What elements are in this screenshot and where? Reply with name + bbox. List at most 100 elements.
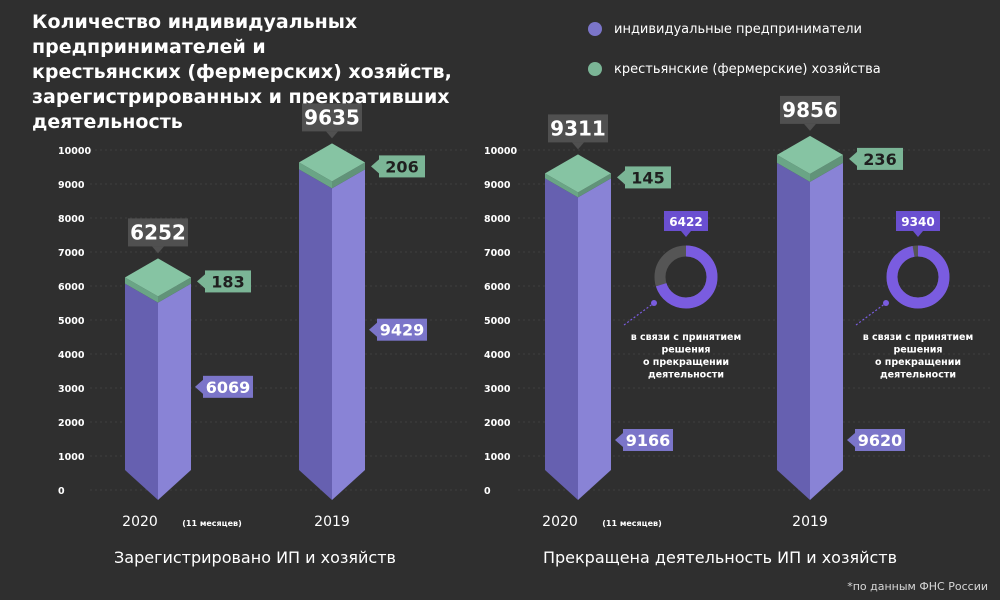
bar-kfh-right-face [332,162,365,189]
donut-caption: о прекращении [643,357,729,368]
y-tick-label: 2000 [484,418,511,429]
title-line: Количество индивидуальных предпринимател… [32,11,358,58]
total-label-box [780,95,840,124]
total-label: 9311 [550,116,606,140]
y-tick-label: 10000 [58,146,91,157]
legend-label: индивидуальные предприниматели [614,21,862,37]
kfh-tag-pointer [617,170,625,185]
total-label-pointer [572,142,584,150]
y-tick-label: 3000 [484,384,511,395]
bar-ip-left-face [299,169,332,500]
x-tick-sublabel: (11 месяцев) [602,519,662,528]
y-tick-label: 7000 [58,248,85,259]
ip-value-label: 6069 [206,378,251,397]
total-label-box [128,218,188,247]
y-tick-label: 9000 [58,180,85,191]
total-label-pointer [152,246,164,254]
donut-value-box [664,211,708,231]
y-tick-label: 10000 [484,146,517,157]
chart-legend: индивидуальные предприниматели крестьянс… [588,18,881,98]
x-tick-label: 2020 [122,514,158,530]
total-label-pointer [326,131,338,139]
bar-kfh-left-face [125,277,158,303]
donut-caption: в связи с принятием [863,332,974,343]
y-tick-label: 0 [484,486,491,497]
ip-tag-box [203,375,253,398]
total-label-box [302,103,362,132]
y-tick-label: 9000 [484,180,511,191]
y-tick-label: 1000 [484,452,511,463]
x-tick-label: 2019 [792,514,828,530]
y-tick-label: 8000 [58,214,85,225]
legend-item-entrepreneurs: индивидуальные предприниматели [588,18,881,40]
ip-tag-box [855,429,905,451]
total-label-pointer [804,123,816,131]
bar-ip-left-face [777,162,810,501]
x-tick-label: 2020 [542,514,578,530]
donut-leader-dot [883,300,889,306]
donut-caption: деятельности [880,370,956,381]
bar-top-face [545,154,611,193]
ip-tag-pointer [195,379,203,394]
bar-kfh-right-face [158,277,191,303]
bar-kfh-left-face [299,162,332,189]
y-tick-label: 4000 [58,350,85,361]
y-tick-label: 6000 [484,282,511,293]
y-tick-label: 6000 [58,282,85,293]
ip-tag-box [377,318,427,341]
donut-caption: деятельности [648,370,724,381]
y-tick-label: 7000 [484,248,511,259]
donut-value-pointer [681,231,691,237]
bar-ip-right-face [578,178,611,500]
ip-value-label: 9166 [626,431,671,450]
total-label-box [548,114,608,143]
legend-swatch [588,22,602,36]
y-tick-label: 3000 [58,384,85,395]
donut-leader-line [623,302,655,326]
title-line: крестьянских (фермерских) хозяйств, [32,61,452,83]
donut-caption: решения [661,345,710,356]
ip-value-label: 9429 [380,321,425,340]
kfh-tag-pointer [197,274,205,289]
bar-kfh-right-face [578,173,611,198]
legend-item-farms: крестьянские (фермерские) хозяйства [588,58,881,80]
kfh-tag-box [625,166,671,189]
bar-top-face [125,258,191,297]
y-tick-label: 1000 [58,452,85,463]
bar-ip-right-face [332,169,365,500]
y-tick-label: 8000 [484,214,511,225]
donut-leader-dot [651,300,657,306]
bar-kfh-right-face [810,154,843,182]
donut-value-pointer [913,231,923,237]
legend-swatch [588,62,602,76]
panel-title: Зарегистрировано ИП и хозяйств [114,548,396,567]
kfh-value-label: 145 [631,168,664,187]
ip-value-label: 9620 [858,431,903,450]
donut-value-box [896,211,940,231]
y-tick-label: 2000 [58,418,85,429]
total-label: 9856 [782,98,838,122]
bar-kfh-left-face [777,154,810,182]
legend-label: крестьянские (фермерские) хозяйства [614,61,881,77]
ip-tag-pointer [615,433,623,447]
bar-kfh-left-face [545,173,578,198]
donut-value-label: 9340 [901,215,934,229]
donut-leader-line [855,302,887,326]
y-tick-label: 5000 [58,316,85,327]
donut-arc [654,245,718,309]
total-label: 9635 [304,105,360,129]
donut-caption: решения [893,345,942,356]
ip-tag-pointer [847,433,855,447]
kfh-value-label: 236 [863,150,896,169]
kfh-tag-box [379,155,425,178]
ip-tag-pointer [369,322,377,337]
bar-top-face [777,135,843,174]
panel-title: Прекращена деятельность ИП и хозяйств [543,548,897,567]
kfh-value-label: 183 [211,272,244,291]
total-label: 6252 [130,220,186,244]
donut-caption: о прекращении [875,357,961,368]
bar-ip-left-face [545,178,578,500]
bar-ip-right-face [810,162,843,501]
page-title: Количество индивидуальных предпринимател… [32,10,552,135]
